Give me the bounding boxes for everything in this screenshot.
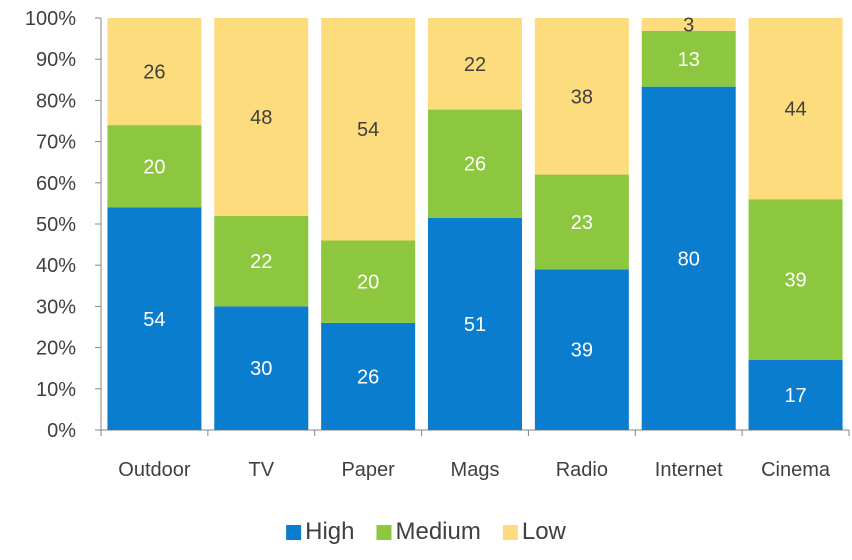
data-labels: 54 20 26 30 22 48 26 20 54 51 26 22 39 23 38 80 13 3 17 39 4… bbox=[143, 14, 806, 407]
bar-segment bbox=[641, 86, 736, 431]
x-tick-label: Mags bbox=[451, 459, 500, 481]
y-tick-label: 40% bbox=[36, 255, 76, 277]
bars bbox=[107, 18, 843, 431]
data-label: 39 bbox=[571, 340, 593, 362]
data-label: 26 bbox=[357, 366, 379, 388]
legend-item: High bbox=[286, 518, 354, 545]
bar-segment bbox=[428, 109, 522, 218]
bar-segment bbox=[321, 18, 416, 241]
data-label: 80 bbox=[678, 248, 700, 270]
x-tick-label: Outdoor bbox=[118, 459, 191, 481]
y-tick-label: 90% bbox=[36, 49, 76, 71]
bar-segment bbox=[428, 18, 522, 110]
legend: High Medium Low bbox=[286, 518, 567, 545]
legend-swatch bbox=[502, 525, 518, 540]
y-tick-label: 70% bbox=[36, 132, 76, 154]
bar-segment bbox=[748, 18, 843, 200]
data-label: 30 bbox=[250, 358, 272, 380]
data-label: 38 bbox=[571, 86, 593, 108]
bar-segment bbox=[214, 18, 309, 216]
bar-segment bbox=[641, 30, 736, 87]
bar-segment bbox=[641, 18, 736, 31]
data-label: 22 bbox=[250, 251, 272, 273]
y-tick-label: 20% bbox=[36, 338, 76, 360]
legend-item: Low bbox=[502, 518, 567, 545]
data-label: 26 bbox=[143, 62, 165, 84]
data-label: 44 bbox=[784, 99, 806, 121]
bar-segment bbox=[321, 322, 416, 430]
x-tick-label: TV bbox=[249, 459, 275, 481]
y-tick-label: 100% bbox=[25, 8, 76, 30]
bar-segment bbox=[748, 199, 843, 360]
data-label: 48 bbox=[250, 107, 272, 129]
legend-label: High bbox=[305, 518, 354, 545]
y-tick-label: 80% bbox=[36, 90, 76, 112]
legend-swatch bbox=[286, 525, 302, 540]
data-label: 20 bbox=[357, 272, 379, 294]
x-axis: Outdoor TV Paper Mags Radio Internet Cinema bbox=[100, 429, 850, 481]
y-tick-label: 50% bbox=[36, 214, 76, 236]
data-label: 13 bbox=[678, 49, 700, 71]
data-label: 20 bbox=[143, 156, 165, 178]
x-tick-label: Radio bbox=[556, 459, 608, 481]
bar-segment bbox=[534, 174, 629, 270]
legend-label: Low bbox=[522, 518, 567, 545]
bar-segment bbox=[321, 240, 416, 323]
legend-label: Medium bbox=[395, 518, 480, 545]
y-tick-label: 30% bbox=[36, 296, 76, 318]
bar-segment bbox=[534, 269, 629, 430]
data-label: 26 bbox=[464, 154, 486, 176]
data-label: 23 bbox=[571, 212, 593, 234]
data-label: 22 bbox=[464, 54, 486, 76]
bar-segment bbox=[107, 207, 202, 430]
bar-segment bbox=[428, 217, 522, 430]
data-label: 17 bbox=[784, 385, 806, 407]
legend-swatch bbox=[376, 525, 392, 540]
x-tick-label: Paper bbox=[341, 459, 395, 481]
x-tick-label: Cinema bbox=[761, 459, 831, 481]
y-axis: 0% 10% 20% 30% 40% 50% 60% 70% 80% 90% 100% bbox=[25, 8, 102, 442]
bar-segment bbox=[534, 18, 629, 175]
y-tick-label: 10% bbox=[36, 379, 76, 401]
bar-segment bbox=[107, 125, 202, 208]
bar-segment bbox=[214, 306, 309, 430]
data-label: 54 bbox=[357, 119, 379, 141]
y-tick-label: 60% bbox=[36, 173, 76, 195]
legend-item: Medium bbox=[376, 518, 481, 545]
data-label: 3 bbox=[683, 14, 694, 36]
data-label: 51 bbox=[464, 314, 486, 336]
bar-segment bbox=[748, 359, 843, 430]
data-label: 54 bbox=[143, 309, 165, 331]
x-tick-label: Internet bbox=[655, 459, 723, 481]
data-label: 39 bbox=[784, 270, 806, 292]
y-tick-label: 0% bbox=[47, 420, 76, 442]
bar-segment bbox=[214, 215, 309, 307]
bar-segment bbox=[107, 18, 202, 126]
